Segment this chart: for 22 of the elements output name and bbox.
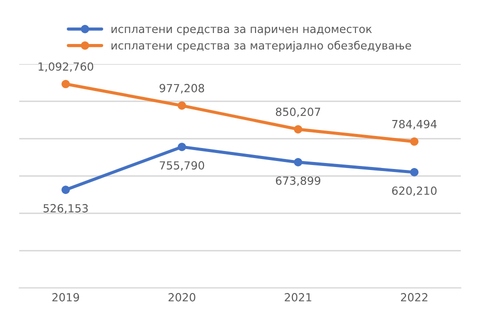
data-label: 850,207	[276, 108, 320, 118]
data-label: 784,494	[392, 120, 437, 130]
x-tick-label: 2022	[400, 293, 428, 302]
point	[178, 142, 186, 152]
legend-label: исплатени средства за паричен надоместок	[112, 26, 372, 36]
point	[410, 137, 418, 146]
x-tick-label: 2020	[168, 293, 196, 302]
point	[294, 158, 302, 166]
data-label: 673,899	[276, 176, 320, 186]
data-label: 755,790	[160, 161, 204, 171]
x-tick-label: 2019	[52, 293, 80, 302]
data-label: 1,092,760	[38, 62, 94, 72]
data-label: 620,210	[392, 186, 437, 196]
legend-label: исплатени средства за материјално обезбедување	[112, 40, 412, 52]
point	[178, 101, 186, 110]
point	[294, 125, 302, 134]
x-tick-label: 2021	[284, 293, 312, 302]
data-label: 526,153	[44, 204, 88, 214]
data-label: 977,208	[160, 84, 204, 94]
point	[410, 168, 418, 176]
point	[62, 80, 70, 88]
point	[62, 186, 70, 194]
